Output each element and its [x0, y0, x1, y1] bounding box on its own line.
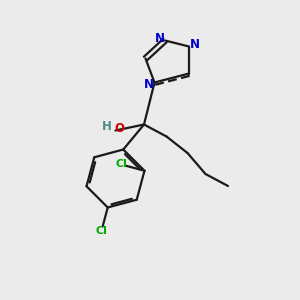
Text: N: N: [144, 77, 154, 91]
Text: Cl: Cl: [115, 159, 127, 169]
Text: H: H: [102, 120, 111, 134]
Text: O: O: [114, 122, 124, 135]
Text: N: N: [189, 38, 200, 52]
Text: N: N: [154, 32, 165, 46]
Text: Cl: Cl: [95, 226, 107, 236]
